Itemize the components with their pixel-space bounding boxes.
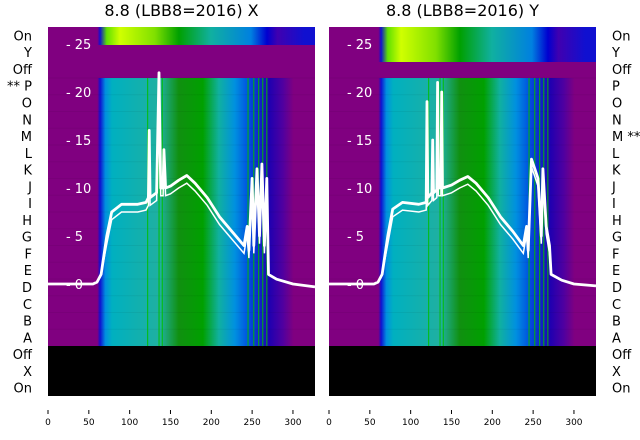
y-tick-label: - 20: [347, 86, 372, 101]
row-label: J: [27, 180, 32, 195]
row-label: L: [612, 147, 620, 162]
x-tick-label: 0: [326, 418, 332, 428]
panel-y: 8.8 (LBB8=2016) Y - 0 - 5 - 10 - 15 - 20 - 25 O…: [326, 1, 640, 428]
row-label: N: [22, 113, 32, 128]
row-label: A: [23, 331, 32, 346]
row-label: E: [612, 264, 620, 279]
row-label: A: [612, 331, 621, 346]
y-tick-label: - 0: [347, 278, 364, 293]
spectrum-line-secondary: [329, 90, 597, 287]
chart-title: 8.8 (LBB8=2016) X: [104, 1, 258, 20]
row-label: C: [612, 298, 621, 313]
x-tick-label: 150: [162, 418, 179, 428]
row-label: Off: [612, 348, 632, 363]
spectrum-line-secondary: [48, 80, 316, 288]
row-label: On: [612, 382, 630, 397]
row-label: L: [25, 147, 33, 162]
x-tick-label: 300: [565, 418, 582, 428]
y-tick-label: - 15: [66, 134, 91, 149]
panel-x: 8.8 (LBB8=2016) X - 0 - 5 - 10 - 15 - 20 - 25 O…: [7, 1, 316, 428]
row-label: H: [612, 214, 622, 229]
x-tick-label: 250: [244, 418, 261, 428]
heatmap-rows-a-p: [48, 78, 315, 346]
row-label: C: [23, 298, 32, 313]
row-label: O: [612, 96, 622, 111]
row-label: B: [612, 315, 621, 330]
x-tick-label: 50: [364, 418, 376, 428]
row-label: J: [611, 180, 616, 195]
row-label: E: [24, 264, 32, 279]
y-tick-label: - 5: [66, 230, 83, 245]
x-tick-label: 100: [402, 418, 419, 428]
x-tick-label: 150: [443, 418, 460, 428]
row-label: D: [22, 281, 32, 296]
heatmap-rows-a-p: [329, 78, 596, 346]
row-label: I: [612, 197, 616, 212]
row-label: On: [612, 29, 630, 44]
row-label: K: [612, 164, 621, 179]
row-label: P: [612, 80, 620, 95]
row-label: D: [612, 281, 622, 296]
y-tick-label: - 5: [347, 230, 364, 245]
row-label: Off: [612, 63, 632, 78]
row-label: B: [23, 315, 32, 330]
y-tick-label: - 25: [347, 38, 372, 53]
row-label: Off: [13, 348, 33, 363]
panels: 8.8 (LBB8=2016) X - 0 - 5 - 10 - 15 - 20 - 25 O…: [7, 1, 640, 428]
x-tick-label: 200: [203, 418, 220, 428]
row-label: G: [22, 231, 32, 246]
y-tick-label: - 25: [66, 38, 91, 53]
y-tick-label: - 0: [66, 278, 83, 293]
row-label: M: [21, 130, 32, 145]
row-label: X: [23, 365, 32, 380]
row-label: ** P: [7, 80, 32, 95]
y-tick-label: - 10: [66, 182, 91, 197]
row-label: Off: [13, 63, 33, 78]
y-tick-label: - 20: [66, 86, 91, 101]
row-label: K: [23, 164, 32, 179]
x-tick-label: 50: [83, 418, 95, 428]
heatmap-strip-on-y: [48, 27, 315, 45]
row-label: M **: [612, 130, 640, 145]
chart-title: 8.8 (LBB8=2016) Y: [386, 1, 539, 20]
heatmap-rows-off-x-on: [48, 346, 315, 396]
x-tick-label: 300: [284, 418, 301, 428]
row-label: Y: [23, 46, 32, 61]
row-label: X: [612, 365, 621, 380]
y-tick-label: - 10: [347, 182, 372, 197]
row-label: Y: [611, 46, 620, 61]
row-label: On: [14, 29, 32, 44]
x-tick-label: 0: [45, 418, 51, 428]
row-label: On: [14, 382, 32, 397]
y-tick-label: - 15: [347, 134, 372, 149]
row-label: G: [612, 231, 622, 246]
x-tick-label: 100: [121, 418, 138, 428]
row-label: I: [28, 197, 32, 212]
heatmap-rows-off-x-on: [329, 346, 596, 396]
row-label: F: [25, 247, 32, 262]
row-label: O: [22, 96, 32, 111]
row-label: N: [612, 113, 622, 128]
heatmap-strip-on-y: [329, 27, 596, 62]
x-tick-label: 200: [484, 418, 501, 428]
row-label: F: [612, 247, 619, 262]
row-label: H: [22, 214, 32, 229]
x-tick-label: 250: [525, 418, 542, 428]
